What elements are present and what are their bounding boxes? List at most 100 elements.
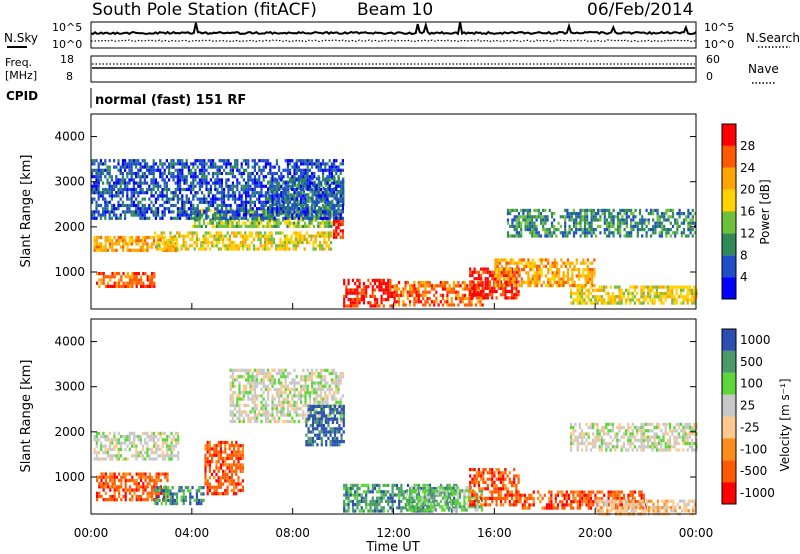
- velocity-cell: [245, 391, 248, 395]
- power-cell: [560, 258, 563, 262]
- velocity-cell: [256, 375, 259, 379]
- power-cell: [474, 290, 478, 294]
- power-cell: [632, 224, 635, 228]
- power-cell: [369, 301, 372, 305]
- power-cell: [328, 218, 331, 222]
- power-cell: [328, 187, 331, 192]
- power-cell: [651, 301, 654, 305]
- power-cell: [496, 264, 499, 268]
- velocity-cell: [251, 400, 254, 404]
- power-cell: [333, 210, 336, 214]
- power-cell: [566, 277, 570, 281]
- velocity-cell: [108, 441, 112, 445]
- velocity-cell: [211, 447, 214, 451]
- power-cell: [450, 303, 453, 307]
- velocity-cell: [233, 450, 236, 454]
- power-cell: [245, 184, 248, 188]
- power-cell: [99, 178, 102, 182]
- power-cell: [234, 184, 237, 188]
- power-cell: [214, 165, 217, 169]
- power-cell: [542, 264, 545, 268]
- power-cell: [308, 241, 311, 245]
- power-cell: [262, 213, 265, 217]
- power-cell: [544, 274, 548, 278]
- power-cell: [249, 184, 252, 188]
- power-cell: [132, 178, 135, 182]
- power-cell: [609, 298, 612, 302]
- power-cell: [282, 200, 285, 204]
- power-cell: [286, 210, 289, 214]
- power-cell: [289, 184, 292, 188]
- power-cell: [109, 278, 112, 282]
- power-cell: [93, 210, 96, 214]
- power-cell: [253, 162, 256, 166]
- power-cell: [513, 215, 516, 219]
- power-cell: [190, 181, 193, 185]
- velocity-cell: [242, 387, 245, 392]
- power-cell: [304, 202, 308, 206]
- velocity-cell: [95, 451, 98, 455]
- power-cell: [330, 194, 333, 198]
- power-cell: [609, 301, 612, 305]
- velocity-cell: [231, 403, 234, 408]
- power-cell: [437, 284, 440, 288]
- power-cell: [433, 300, 436, 304]
- power-cell: [618, 298, 621, 302]
- velocity-cell: [109, 498, 112, 502]
- power-cell: [382, 278, 385, 282]
- power-cell: [614, 298, 617, 302]
- power-cell: [273, 212, 276, 216]
- power-cell: [129, 278, 132, 282]
- power-cell: [143, 191, 146, 195]
- power-cell: [176, 162, 179, 166]
- power-cell: [176, 241, 179, 245]
- power-cell: [603, 228, 606, 232]
- power-cell: [289, 193, 292, 197]
- power-cell: [110, 178, 113, 182]
- power-cell: [179, 159, 182, 163]
- power-cell: [593, 284, 596, 288]
- power-cell: [619, 228, 622, 232]
- power-cell: [351, 298, 355, 302]
- power-cell: [509, 258, 512, 262]
- power-cell: [223, 197, 226, 201]
- power-cell: [614, 215, 617, 219]
- power-cell: [247, 178, 250, 182]
- power-cell: [389, 291, 392, 295]
- power-cell: [625, 212, 628, 216]
- power-cell: [304, 168, 307, 172]
- velocity-cell: [247, 394, 250, 398]
- power-cell: [341, 210, 344, 214]
- power-cell: [286, 218, 289, 222]
- power-cell: [308, 208, 311, 212]
- velocity-cell: [126, 438, 129, 442]
- power-cell: [522, 208, 525, 212]
- velocity-cell: [129, 488, 132, 492]
- power-cell: [95, 175, 98, 179]
- velocity-cell: [208, 463, 211, 467]
- power-cell: [161, 210, 164, 214]
- power-cell: [558, 280, 561, 284]
- velocity-cell: [156, 502, 159, 506]
- power-cell: [179, 181, 182, 185]
- velocity-cell: [155, 441, 158, 445]
- power-cell: [484, 270, 487, 274]
- power-cell: [455, 297, 458, 301]
- velocity-cell: [152, 438, 156, 442]
- power-cell: [95, 248, 98, 252]
- power-cell: [157, 239, 160, 243]
- power-cell: [238, 197, 241, 201]
- power-cell: [172, 235, 175, 240]
- power-cell: [108, 210, 111, 214]
- velocity-cell: [139, 438, 142, 442]
- power-cell: [172, 162, 175, 166]
- power-cell: [533, 277, 537, 281]
- power-cell: [347, 288, 350, 292]
- velocity-cell: [260, 413, 263, 417]
- power-cell: [98, 284, 101, 288]
- power-cell: [242, 184, 245, 188]
- power-cell: [142, 281, 145, 285]
- velocity-cell: [269, 381, 272, 385]
- power-cell: [311, 171, 314, 176]
- power-cell: [166, 248, 169, 252]
